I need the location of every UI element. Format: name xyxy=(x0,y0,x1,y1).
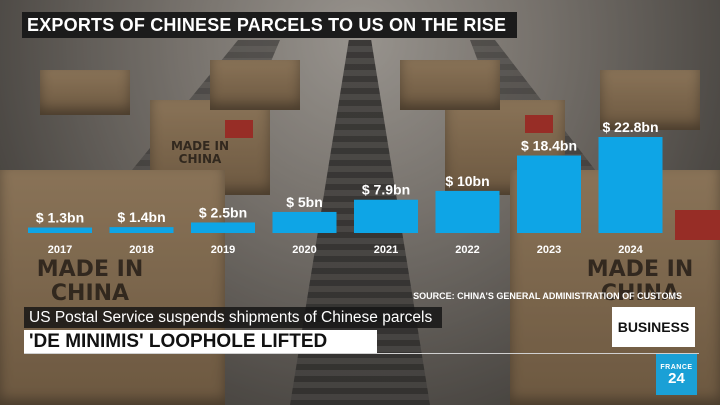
parcel-box xyxy=(40,70,130,115)
logo-line2: 24 xyxy=(668,369,685,387)
parcel-box xyxy=(400,60,500,110)
value-label-2019: $ 2.5bn xyxy=(199,204,247,220)
lower-third-divider xyxy=(24,353,699,354)
parcel-box xyxy=(210,60,300,110)
bar-2021 xyxy=(354,199,418,233)
logo-line1: FRANCE xyxy=(660,363,693,371)
x-tick-label-2018: 2018 xyxy=(129,244,153,256)
source-note: SOURCE: CHINA'S GENERAL ADMINISTRATION O… xyxy=(413,291,682,301)
x-tick-label-2020: 2020 xyxy=(292,244,316,256)
china-flag-icon xyxy=(225,120,253,138)
bar-2020 xyxy=(272,211,337,233)
value-label-2020: $ 5bn xyxy=(286,194,323,210)
parcel-box xyxy=(600,70,700,130)
bar-2022 xyxy=(435,190,500,233)
value-label-2024: $ 22.8bn xyxy=(602,119,658,135)
x-tick-label-2023: 2023 xyxy=(537,244,561,256)
chart-title-bar: EXPORTS OF CHINESE PARCELS TO US ON THE … xyxy=(22,12,517,38)
parcel-box: MADE IN CHINA xyxy=(0,170,225,405)
value-label-2022: $ 10bn xyxy=(445,173,489,189)
x-tick-label-2019: 2019 xyxy=(211,244,235,256)
china-flag-icon xyxy=(525,115,553,133)
business-badge: BUSINESS xyxy=(612,307,695,347)
x-tick-label-2017: 2017 xyxy=(48,244,72,256)
chart-title: EXPORTS OF CHINESE PARCELS TO US ON THE … xyxy=(27,14,507,35)
china-flag-icon xyxy=(675,210,720,240)
bar-2017 xyxy=(28,227,92,233)
bar-2019 xyxy=(191,222,255,233)
bar-2018 xyxy=(109,227,174,233)
lower-third-headline: 'DE MINIMIS' LOOPHOLE LIFTED xyxy=(24,330,377,354)
value-label-2017: $ 1.3bn xyxy=(36,210,84,226)
x-tick-label-2022: 2022 xyxy=(455,244,479,256)
france24-logo: FRANCE 24 xyxy=(656,354,697,395)
lower-third-subtitle: US Postal Service suspends shipments of … xyxy=(24,307,442,328)
bar-2024 xyxy=(598,137,663,233)
x-tick-label-2021: 2021 xyxy=(374,244,398,256)
bar-2023 xyxy=(517,155,581,233)
value-label-2021: $ 7.9bn xyxy=(362,182,410,198)
box-text: MADE IN CHINA xyxy=(170,139,230,167)
value-label-2018: $ 1.4bn xyxy=(117,209,165,225)
value-label-2023: $ 18.4bn xyxy=(521,138,577,154)
box-text: MADE IN CHINA xyxy=(586,257,694,307)
box-text: MADE IN CHINA xyxy=(36,257,144,307)
x-tick-label-2024: 2024 xyxy=(618,244,643,256)
